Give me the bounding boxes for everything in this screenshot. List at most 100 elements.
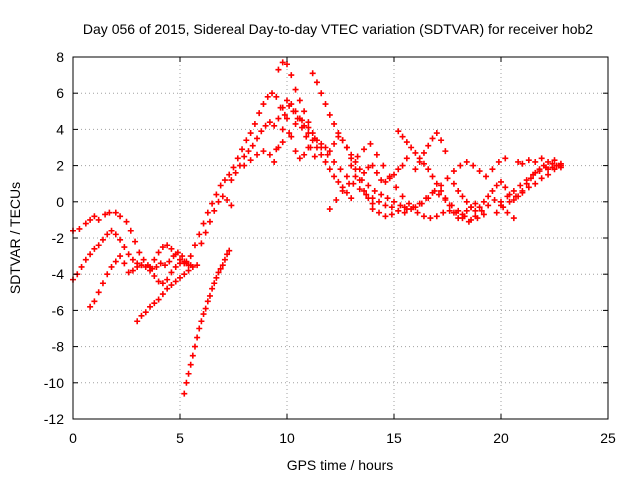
data-point	[224, 251, 231, 258]
data-point	[298, 117, 305, 124]
data-point	[288, 72, 295, 79]
data-point	[127, 227, 134, 234]
series-17	[412, 130, 449, 173]
grid	[73, 57, 608, 419]
data-point	[288, 101, 295, 108]
x-tick-label: 20	[493, 430, 509, 446]
data-point	[151, 300, 158, 307]
data-point	[523, 177, 530, 184]
data-point	[371, 187, 378, 194]
data-point	[194, 334, 201, 341]
data-point	[495, 158, 502, 165]
series-16	[395, 128, 479, 222]
data-point	[457, 162, 464, 169]
data-point	[322, 144, 329, 151]
data-point	[159, 280, 166, 287]
data-point	[463, 158, 470, 165]
series-18	[369, 196, 517, 225]
data-point	[166, 258, 173, 265]
data-point	[159, 244, 166, 251]
data-point	[179, 253, 186, 260]
data-point	[358, 177, 365, 184]
data-point	[399, 193, 406, 200]
data-point	[187, 253, 194, 260]
y-tick-label: 6	[56, 85, 64, 101]
data-point	[245, 148, 252, 155]
data-point	[301, 151, 308, 158]
data-point	[446, 202, 453, 209]
data-point	[408, 144, 415, 151]
data-point	[500, 204, 507, 211]
series-11	[271, 115, 312, 165]
y-tick-label: -12	[44, 411, 64, 427]
data-point	[331, 158, 338, 165]
data-point	[239, 146, 246, 153]
data-point	[164, 276, 171, 283]
data-point	[326, 166, 333, 173]
data-point	[395, 128, 402, 135]
data-point	[292, 148, 299, 155]
data-point	[335, 178, 342, 185]
data-point	[284, 97, 290, 104]
data-point	[151, 273, 158, 280]
data-point	[181, 390, 188, 397]
data-point	[493, 182, 500, 189]
series-13	[309, 70, 410, 185]
data-point	[275, 66, 282, 73]
data-point	[136, 249, 143, 256]
data-point	[286, 130, 293, 137]
data-point	[87, 216, 94, 223]
data-point	[438, 137, 445, 144]
data-point	[425, 142, 432, 149]
data-point	[187, 361, 194, 368]
data-point	[153, 263, 160, 270]
data-point	[527, 175, 534, 182]
series-6	[181, 247, 233, 397]
data-point	[177, 274, 183, 281]
data-point	[515, 158, 522, 165]
data-point	[382, 213, 389, 220]
data-point	[498, 198, 504, 205]
data-point	[438, 182, 445, 189]
data-point	[331, 140, 338, 147]
data-point	[311, 153, 318, 160]
data-point	[444, 175, 451, 182]
data-point	[281, 111, 288, 118]
data-point	[343, 173, 350, 180]
data-point	[435, 191, 442, 198]
data-point	[262, 122, 269, 129]
data-point	[76, 225, 83, 232]
data-point	[108, 227, 115, 234]
data-point	[557, 162, 564, 169]
data-point	[395, 166, 402, 173]
data-point	[412, 166, 419, 173]
data-point	[450, 168, 457, 175]
data-point	[129, 267, 136, 274]
y-tick-label: -6	[52, 302, 65, 318]
data-point	[369, 206, 376, 213]
data-point	[335, 130, 342, 137]
x-tick-label: 15	[386, 430, 402, 446]
data-point	[318, 90, 325, 97]
data-point	[284, 61, 290, 68]
data-point	[489, 187, 496, 194]
data-point	[425, 166, 432, 173]
data-point	[480, 198, 487, 205]
data-point	[168, 269, 175, 276]
data-point	[138, 262, 145, 269]
data-point	[485, 193, 492, 200]
data-point	[288, 133, 295, 140]
data-point	[331, 120, 338, 127]
data-point	[228, 202, 235, 209]
data-point	[538, 175, 545, 182]
data-point	[172, 278, 179, 285]
data-point	[247, 157, 254, 164]
data-point	[506, 198, 513, 205]
data-point	[401, 204, 408, 211]
data-point	[172, 263, 179, 270]
data-point	[260, 148, 267, 155]
data-point	[241, 162, 248, 169]
data-point	[339, 187, 346, 194]
data-point	[517, 182, 524, 189]
series-7	[183, 90, 318, 267]
